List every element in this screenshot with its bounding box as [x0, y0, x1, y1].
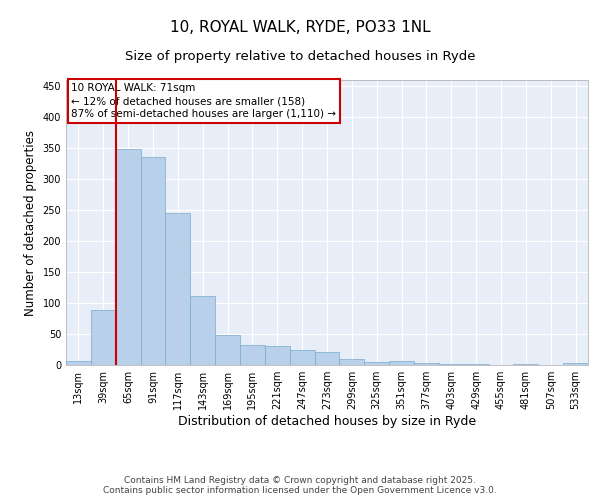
- Bar: [514, 364, 538, 365]
- Bar: [414, 362, 439, 365]
- Text: Contains HM Land Registry data © Crown copyright and database right 2025.
Contai: Contains HM Land Registry data © Crown c…: [103, 476, 497, 495]
- Bar: [314, 352, 340, 365]
- Bar: [166, 212, 190, 365]
- Bar: [140, 157, 166, 365]
- Bar: [190, 296, 215, 365]
- Bar: [91, 310, 116, 365]
- Bar: [364, 362, 389, 365]
- Y-axis label: Number of detached properties: Number of detached properties: [24, 130, 37, 316]
- Text: Size of property relative to detached houses in Ryde: Size of property relative to detached ho…: [125, 50, 475, 63]
- Bar: [439, 364, 464, 365]
- Text: 10, ROYAL WALK, RYDE, PO33 1NL: 10, ROYAL WALK, RYDE, PO33 1NL: [170, 20, 430, 35]
- Bar: [215, 334, 240, 365]
- Bar: [464, 364, 488, 365]
- Bar: [563, 362, 588, 365]
- Bar: [66, 362, 91, 365]
- Bar: [265, 346, 290, 365]
- Bar: [290, 350, 314, 365]
- X-axis label: Distribution of detached houses by size in Ryde: Distribution of detached houses by size …: [178, 415, 476, 428]
- Bar: [240, 345, 265, 365]
- Bar: [340, 359, 364, 365]
- Bar: [116, 149, 140, 365]
- Bar: [389, 360, 414, 365]
- Text: 10 ROYAL WALK: 71sqm
← 12% of detached houses are smaller (158)
87% of semi-deta: 10 ROYAL WALK: 71sqm ← 12% of detached h…: [71, 83, 336, 119]
